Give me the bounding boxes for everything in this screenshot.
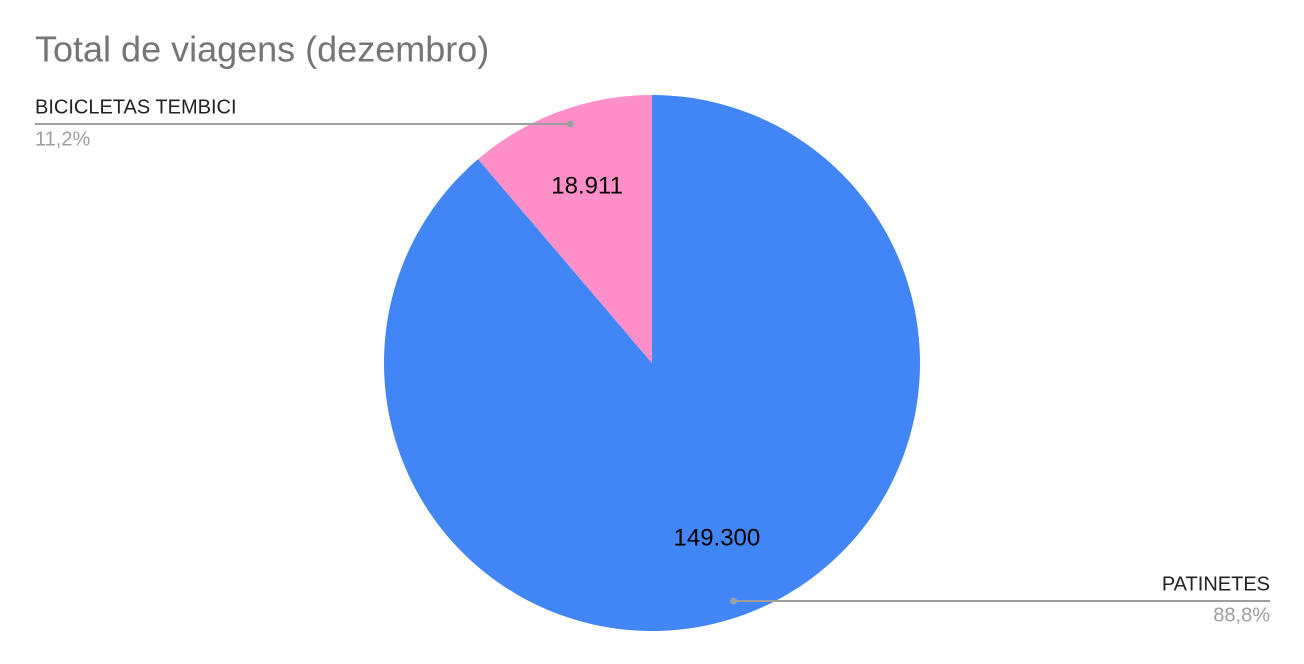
chart-title: Total de viagens (dezembro) (35, 29, 489, 70)
leader-dot (566, 120, 574, 128)
percent-label: 11,2% (35, 128, 90, 150)
category-label: PATINETES (1162, 573, 1270, 595)
value-label: 18.911 (551, 172, 623, 199)
pie-slice (383, 95, 920, 631)
category-label: BICICLETAS TEMBICI (35, 96, 237, 118)
percent-label: 88,8% (1213, 604, 1270, 626)
value-label: 149.300 (674, 524, 761, 551)
pie-slice (478, 95, 652, 363)
leader-dot (730, 597, 738, 605)
